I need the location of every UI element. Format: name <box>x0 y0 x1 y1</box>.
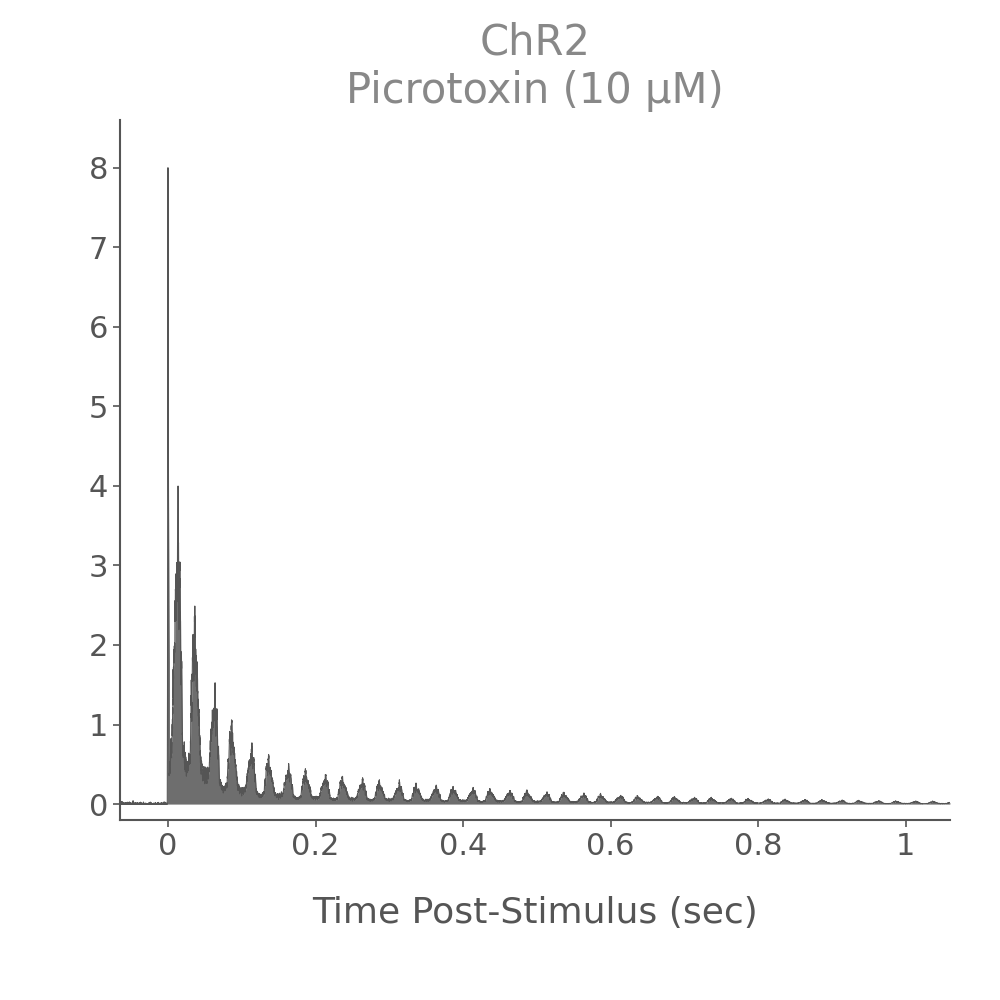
X-axis label: Time Post-Stimulus (sec): Time Post-Stimulus (sec) <box>312 896 758 930</box>
Title: ChR2
Picrotoxin (10 μM): ChR2 Picrotoxin (10 μM) <box>346 22 724 112</box>
